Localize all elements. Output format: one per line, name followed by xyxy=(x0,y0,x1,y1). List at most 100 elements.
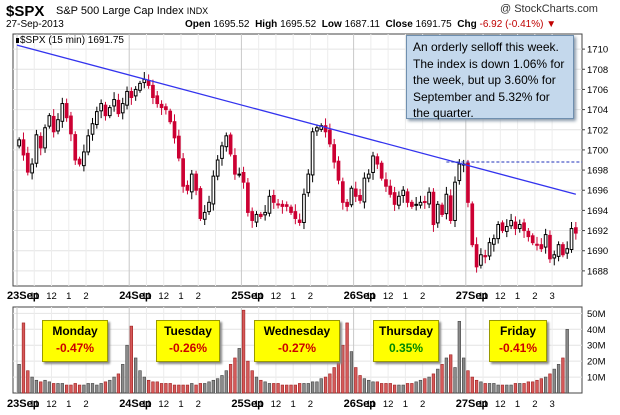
volume-bar xyxy=(52,383,56,394)
volume-bar xyxy=(121,364,125,394)
candle-body xyxy=(82,151,86,167)
change-label: Chg xyxy=(457,19,477,30)
volume-bar xyxy=(194,384,198,394)
hour-tick-label: 11 xyxy=(366,399,376,410)
volume-bar xyxy=(440,364,444,394)
volume-bar xyxy=(397,384,401,394)
candle-body xyxy=(185,184,190,191)
price-tick-label: 1702 xyxy=(587,125,608,136)
candle-body xyxy=(30,163,34,174)
volume-bar xyxy=(496,384,500,394)
volume-bar xyxy=(479,381,483,394)
candle-body xyxy=(34,134,39,164)
volume-bar xyxy=(21,322,26,394)
volume-bar xyxy=(99,383,103,394)
hour-tick-label: 12 xyxy=(158,399,169,410)
candle-body xyxy=(155,95,160,105)
candle-body xyxy=(310,131,315,176)
volume-bar xyxy=(509,384,513,394)
candle-body xyxy=(267,195,272,214)
candle-body xyxy=(431,191,436,226)
candle-body xyxy=(513,221,518,230)
hour-tick-label: 11 xyxy=(29,291,39,302)
hour-tick-label: 12 xyxy=(495,291,506,302)
volume-bar xyxy=(319,378,323,394)
volume-bar xyxy=(293,384,297,394)
date-tick-label: 27Sep xyxy=(456,398,489,410)
candle-body xyxy=(556,244,561,257)
candle-body xyxy=(565,248,570,254)
annotation-callout: An orderly selloff this week. The index … xyxy=(406,35,574,120)
hour-tick-label: 2 xyxy=(196,291,201,302)
volume-bar xyxy=(82,384,86,394)
candle-body xyxy=(470,203,475,246)
candle-body xyxy=(509,219,513,227)
hour-tick-label: 2 xyxy=(420,399,425,410)
low-label: Low xyxy=(321,19,342,30)
volume-bars xyxy=(17,309,569,394)
volume-bar xyxy=(380,383,384,394)
candle-body xyxy=(43,127,47,149)
candle-body xyxy=(194,173,198,191)
candle-body xyxy=(224,135,229,148)
hour-tick-label: 2 xyxy=(308,399,313,410)
volume-bar xyxy=(263,381,267,394)
candle-body xyxy=(25,152,30,173)
volume-bar xyxy=(116,373,121,394)
candle-body xyxy=(90,123,95,135)
hour-tick-label: 2 xyxy=(196,399,201,410)
volume-bar xyxy=(77,384,82,394)
candle-body xyxy=(517,224,522,230)
day-box-monday: Monday -0.47% xyxy=(42,320,108,362)
day-change: -0.27% xyxy=(277,341,317,355)
index-name: S&P 500 Large Cap Index xyxy=(56,5,184,17)
volume-bar xyxy=(34,379,39,394)
hour-tick-label: 11 xyxy=(254,399,264,410)
volume-bar xyxy=(108,379,112,394)
candle-body xyxy=(94,111,99,126)
candle-body xyxy=(133,88,138,97)
volume-bar xyxy=(172,384,177,394)
volume-tick-label: 40M xyxy=(587,325,606,336)
candle-body xyxy=(530,235,535,244)
candle-body xyxy=(21,139,26,156)
candle-body xyxy=(56,119,60,132)
series-legend: $SPX (15 min) 1691.75 xyxy=(20,35,124,46)
candle-body xyxy=(457,163,462,182)
volume-bar xyxy=(384,383,388,394)
candle-body xyxy=(189,173,194,193)
volume-bar xyxy=(449,354,453,394)
candle-body xyxy=(340,181,345,203)
volume-bar xyxy=(500,384,505,394)
volume-bar xyxy=(203,383,207,394)
day-name: Friday xyxy=(499,324,536,338)
candle-body xyxy=(276,203,280,206)
candle-body xyxy=(323,125,328,133)
candle-body xyxy=(237,173,242,176)
candle-body xyxy=(51,115,56,133)
volume-bar xyxy=(129,325,133,394)
low-value: 1687.11 xyxy=(344,19,380,30)
volume-bar xyxy=(207,381,211,394)
candle-body xyxy=(435,203,440,224)
candle-body xyxy=(116,99,121,115)
candle-body xyxy=(241,171,246,183)
volume-bar xyxy=(535,379,539,394)
candle-body xyxy=(392,192,397,205)
volume-bar xyxy=(375,381,379,394)
day-name: Wednesday xyxy=(263,324,331,338)
volume-bar xyxy=(362,378,367,394)
candle-body xyxy=(448,195,453,221)
hour-tick-label: 11 xyxy=(478,399,488,410)
price-tick-label: 1700 xyxy=(587,145,608,156)
volume-bar xyxy=(103,381,108,394)
high-label: High xyxy=(255,19,278,30)
candle-body xyxy=(397,195,401,206)
candle-body xyxy=(492,238,496,245)
volume-bar xyxy=(410,383,414,394)
day-name: Thursday xyxy=(378,324,433,338)
volume-bar xyxy=(246,360,250,394)
volume-bar xyxy=(190,383,194,394)
price-tick-label: 1704 xyxy=(587,105,608,116)
volume-bar xyxy=(548,373,552,394)
